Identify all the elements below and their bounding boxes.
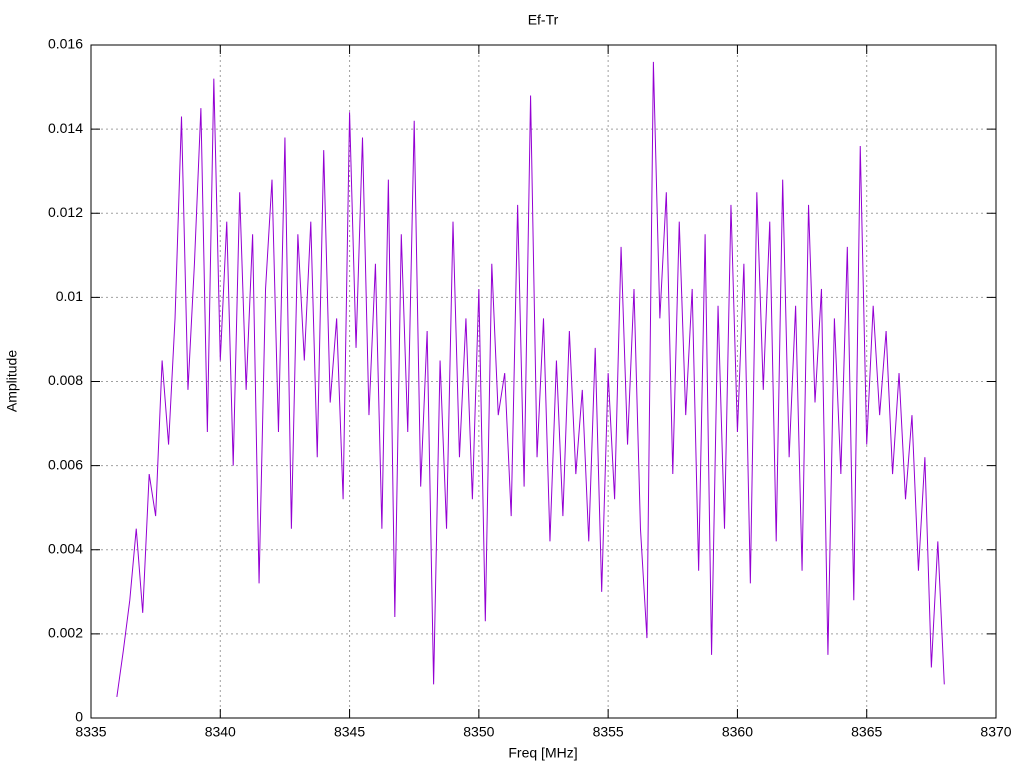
y-tick-label: 0.01	[56, 288, 83, 304]
y-tick-label: 0.014	[48, 120, 83, 136]
plot-border	[90, 44, 997, 719]
x-tick-label: 8355	[593, 724, 624, 740]
y-tick-label: 0	[75, 709, 83, 725]
x-tick-label: 8365	[851, 724, 882, 740]
x-tick-label: 8335	[75, 724, 106, 740]
x-tick-label: 8350	[463, 724, 494, 740]
x-tick-label: 8340	[205, 724, 236, 740]
y-axis-label: Amplitude	[4, 350, 20, 412]
chart-title: Ef-Tr	[528, 12, 559, 28]
y-tick-label: 0.006	[48, 456, 83, 472]
x-tick-label: 8345	[334, 724, 365, 740]
x-tick-label: 8360	[722, 724, 753, 740]
x-axis-label: Freq [MHz]	[508, 745, 577, 761]
y-tick-label: 0.008	[48, 372, 83, 388]
data-line	[116, 61, 945, 698]
y-tick-label: 0.004	[48, 540, 83, 556]
y-tick-label: 0.002	[48, 625, 83, 641]
x-tick-label: 8370	[980, 724, 1011, 740]
y-tick-label: 0.012	[48, 204, 83, 220]
y-tick-label: 0.016	[48, 36, 83, 52]
